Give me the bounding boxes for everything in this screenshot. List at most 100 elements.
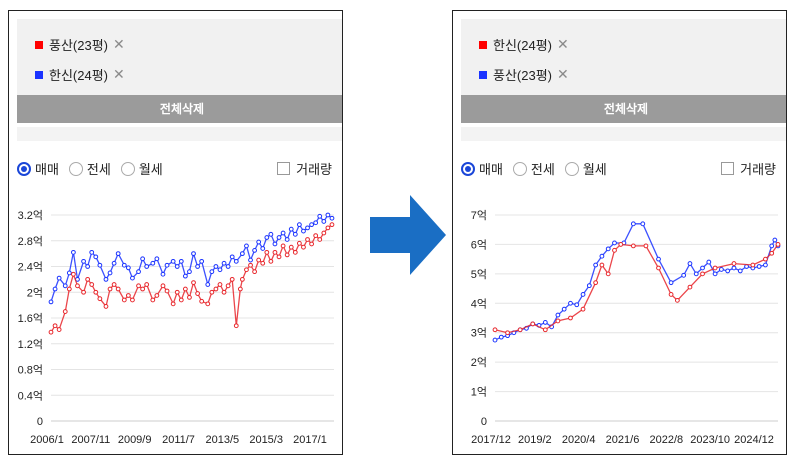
data-point bbox=[170, 301, 176, 307]
data-point bbox=[70, 271, 76, 277]
radio-monthly-rent[interactable]: 월세 bbox=[564, 159, 607, 178]
data-point bbox=[75, 283, 80, 289]
y-tick-label: 2억 bbox=[27, 286, 43, 299]
data-point bbox=[221, 289, 227, 295]
radio-dot-icon bbox=[461, 161, 475, 176]
data-point bbox=[668, 280, 674, 286]
close-icon[interactable]: ✕ bbox=[113, 66, 125, 82]
data-point bbox=[561, 306, 567, 312]
radio-label: 전세 bbox=[86, 162, 111, 177]
data-point bbox=[89, 249, 95, 255]
data-point bbox=[150, 260, 156, 266]
data-point bbox=[178, 297, 184, 303]
filter-chip: 한신(24평) ✕ bbox=[479, 35, 569, 54]
data-point bbox=[209, 289, 215, 295]
data-point bbox=[248, 257, 253, 263]
data-point bbox=[225, 283, 231, 289]
close-icon[interactable]: ✕ bbox=[557, 36, 569, 52]
radio-jeonse[interactable]: 전세 bbox=[68, 159, 111, 178]
data-point bbox=[656, 265, 661, 271]
data-point bbox=[144, 282, 150, 287]
data-point bbox=[305, 225, 310, 231]
data-point bbox=[542, 320, 548, 325]
radio-label: 매매 bbox=[479, 162, 503, 177]
data-point bbox=[555, 318, 561, 324]
data-point bbox=[568, 300, 573, 306]
data-point bbox=[321, 219, 327, 224]
x-tick-label: 2009/9 bbox=[118, 434, 152, 446]
data-point bbox=[712, 265, 718, 271]
data-point bbox=[656, 256, 661, 262]
data-point bbox=[687, 261, 693, 266]
volume-label: 거래량 bbox=[740, 162, 776, 177]
volume-checkbox[interactable]: 거래량 bbox=[721, 159, 776, 178]
clear-all-button[interactable]: 전체삭제 bbox=[461, 95, 786, 123]
data-point bbox=[276, 254, 282, 260]
data-point bbox=[233, 323, 239, 329]
deal-type-radio-group: 매매 전세 월세 bbox=[17, 159, 173, 178]
radio-dot-icon bbox=[120, 161, 135, 176]
data-point bbox=[305, 237, 310, 242]
data-point bbox=[174, 289, 180, 295]
right-panel: 한신(24평) ✕ 풍산(23평) ✕ 전체삭제 매매 전세 월세 거래량 0 1… bbox=[452, 10, 787, 455]
data-point bbox=[115, 251, 121, 257]
data-point bbox=[121, 262, 127, 268]
data-point bbox=[150, 297, 156, 303]
data-point bbox=[48, 299, 54, 305]
x-tick-label: 2017/1 bbox=[293, 434, 327, 446]
data-point bbox=[81, 258, 86, 264]
radio-monthly-rent[interactable]: 월세 bbox=[120, 159, 163, 178]
data-point bbox=[85, 264, 91, 269]
y-tick-label: 3억 bbox=[471, 327, 487, 340]
data-point bbox=[154, 293, 160, 298]
x-tick-label: 2021/6 bbox=[606, 434, 640, 446]
data-point bbox=[260, 260, 266, 266]
data-point bbox=[568, 315, 573, 321]
radio-jeonse[interactable]: 전세 bbox=[512, 159, 555, 178]
data-point bbox=[229, 254, 235, 260]
y-tick-label: 2.4억 bbox=[18, 261, 43, 274]
data-point bbox=[66, 286, 72, 292]
data-point bbox=[56, 327, 62, 332]
data-point bbox=[89, 282, 95, 287]
data-point bbox=[763, 262, 768, 268]
price-chart: 0 0.4억 0.8억 1.2억 1.6억 2억 2.4억 2.8억 3.2억 2006/1 200… bbox=[18, 209, 335, 446]
y-tick-label: 0.4억 bbox=[18, 389, 43, 402]
data-point bbox=[706, 259, 712, 265]
y-tick-label: 1억 bbox=[471, 386, 487, 399]
close-icon[interactable]: ✕ bbox=[113, 36, 125, 52]
data-point bbox=[668, 292, 674, 297]
filter-box: 한신(24평) ✕ 풍산(23평) ✕ bbox=[461, 19, 786, 99]
data-point bbox=[492, 327, 498, 333]
data-point bbox=[178, 258, 184, 264]
data-point bbox=[217, 282, 223, 287]
data-point bbox=[182, 273, 188, 279]
close-icon[interactable]: ✕ bbox=[557, 66, 569, 82]
data-point bbox=[700, 265, 705, 271]
data-point bbox=[205, 301, 211, 307]
data-point bbox=[505, 330, 510, 336]
data-point bbox=[599, 262, 605, 268]
data-point bbox=[97, 296, 103, 302]
clear-all-button[interactable]: 전체삭제 bbox=[17, 95, 342, 123]
y-tick-label: 0 bbox=[37, 416, 43, 428]
data-point bbox=[136, 269, 141, 275]
data-point bbox=[674, 297, 680, 303]
data-point bbox=[555, 312, 561, 318]
radio-sale[interactable]: 매매 bbox=[461, 159, 503, 178]
volume-checkbox[interactable]: 거래량 bbox=[277, 159, 332, 178]
radio-label: 월세 bbox=[138, 162, 163, 177]
data-point bbox=[693, 271, 699, 277]
data-point bbox=[239, 276, 245, 282]
data-point bbox=[160, 283, 166, 289]
data-point bbox=[731, 265, 737, 271]
data-point bbox=[763, 256, 768, 262]
series-line bbox=[494, 243, 779, 334]
radio-sale[interactable]: 매매 bbox=[17, 159, 59, 178]
x-tick-label: 2022/8 bbox=[650, 434, 684, 446]
data-point bbox=[144, 264, 150, 269]
data-point bbox=[530, 321, 536, 327]
data-point bbox=[248, 262, 253, 268]
data-point bbox=[97, 262, 103, 268]
data-point bbox=[630, 221, 636, 227]
